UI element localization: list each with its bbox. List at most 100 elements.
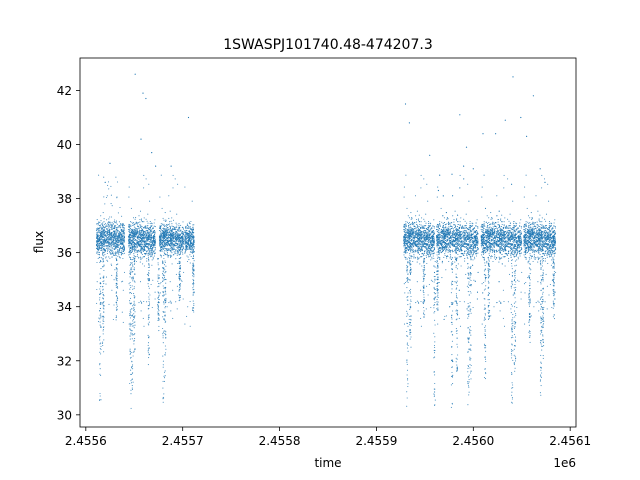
data-point <box>166 255 168 257</box>
data-point <box>98 317 100 319</box>
data-point <box>409 232 411 234</box>
data-point <box>171 217 173 219</box>
data-point <box>417 249 419 251</box>
data-point <box>414 225 416 227</box>
data-point <box>170 241 172 243</box>
data-point <box>153 240 155 242</box>
data-point <box>121 248 123 250</box>
data-point <box>139 245 141 247</box>
data-point <box>424 225 426 227</box>
data-point <box>406 252 408 254</box>
data-point <box>165 219 167 221</box>
data-point <box>100 226 102 228</box>
data-point <box>115 235 117 238</box>
data-point <box>165 234 167 236</box>
data-point <box>433 236 435 238</box>
data-point <box>161 242 163 244</box>
data-point <box>181 227 183 229</box>
data-point <box>423 242 425 244</box>
data-point <box>140 218 143 220</box>
data-point <box>180 279 182 281</box>
data-point <box>152 279 154 281</box>
data-point <box>427 243 429 245</box>
data-point <box>143 234 145 236</box>
data-point <box>118 243 120 245</box>
data-point <box>136 228 138 230</box>
data-point <box>405 224 407 226</box>
data-point <box>403 196 405 198</box>
data-point <box>165 223 168 226</box>
data-point <box>133 226 135 228</box>
data-point <box>120 223 122 225</box>
data-point <box>433 231 435 233</box>
data-point <box>110 232 112 234</box>
data-point <box>457 253 459 255</box>
data-point <box>98 243 100 245</box>
data-point <box>430 306 432 309</box>
data-point <box>133 224 135 226</box>
data-point <box>179 250 181 252</box>
data-point <box>425 250 427 252</box>
data-point <box>151 229 153 231</box>
data-point <box>142 227 145 229</box>
data-point <box>177 248 179 250</box>
data-point <box>116 181 119 183</box>
data-point <box>465 230 467 232</box>
data-point <box>104 238 106 240</box>
data-point <box>187 225 189 227</box>
data-point <box>186 234 188 236</box>
data-point <box>447 251 449 253</box>
data-point <box>476 231 479 233</box>
data-point <box>178 224 180 226</box>
data-point <box>119 257 121 259</box>
data-point <box>141 226 143 228</box>
data-point <box>154 231 156 233</box>
data-point <box>143 232 145 234</box>
data-point <box>177 235 179 237</box>
data-point <box>181 249 183 251</box>
data-point <box>173 244 175 247</box>
data-point <box>119 251 121 254</box>
data-point <box>164 249 166 251</box>
data-point <box>418 232 420 234</box>
data-point <box>411 217 413 219</box>
data-point <box>104 253 106 255</box>
data-point <box>117 239 119 241</box>
data-point <box>436 196 438 198</box>
data-point <box>192 245 194 247</box>
data-point <box>108 231 111 233</box>
data-point <box>186 315 188 317</box>
data-point <box>409 242 411 244</box>
data-point <box>105 257 107 259</box>
data-point <box>182 234 184 236</box>
data-point <box>122 247 124 249</box>
data-point <box>164 225 166 227</box>
data-point <box>128 231 130 233</box>
data-point <box>112 253 115 255</box>
data-point <box>143 217 145 219</box>
data-point <box>404 226 406 228</box>
data-point <box>135 251 137 253</box>
data-point <box>138 236 141 238</box>
data-point <box>139 237 141 239</box>
data-point <box>137 222 139 224</box>
data-point <box>114 237 116 239</box>
data-point <box>189 262 191 264</box>
data-point <box>432 231 434 233</box>
data-point <box>450 255 452 257</box>
data-point <box>414 233 417 235</box>
data-point <box>120 222 122 225</box>
data-point <box>128 240 130 242</box>
data-point <box>102 233 104 235</box>
data-point <box>102 245 104 248</box>
data-point <box>160 249 162 251</box>
data-point <box>467 183 469 185</box>
data-point <box>403 283 405 285</box>
data-point <box>429 243 431 245</box>
data-point <box>177 234 179 236</box>
data-point <box>111 228 113 230</box>
data-point <box>165 229 167 231</box>
data-point <box>103 226 105 228</box>
data-point <box>96 302 98 304</box>
data-point <box>172 289 174 291</box>
